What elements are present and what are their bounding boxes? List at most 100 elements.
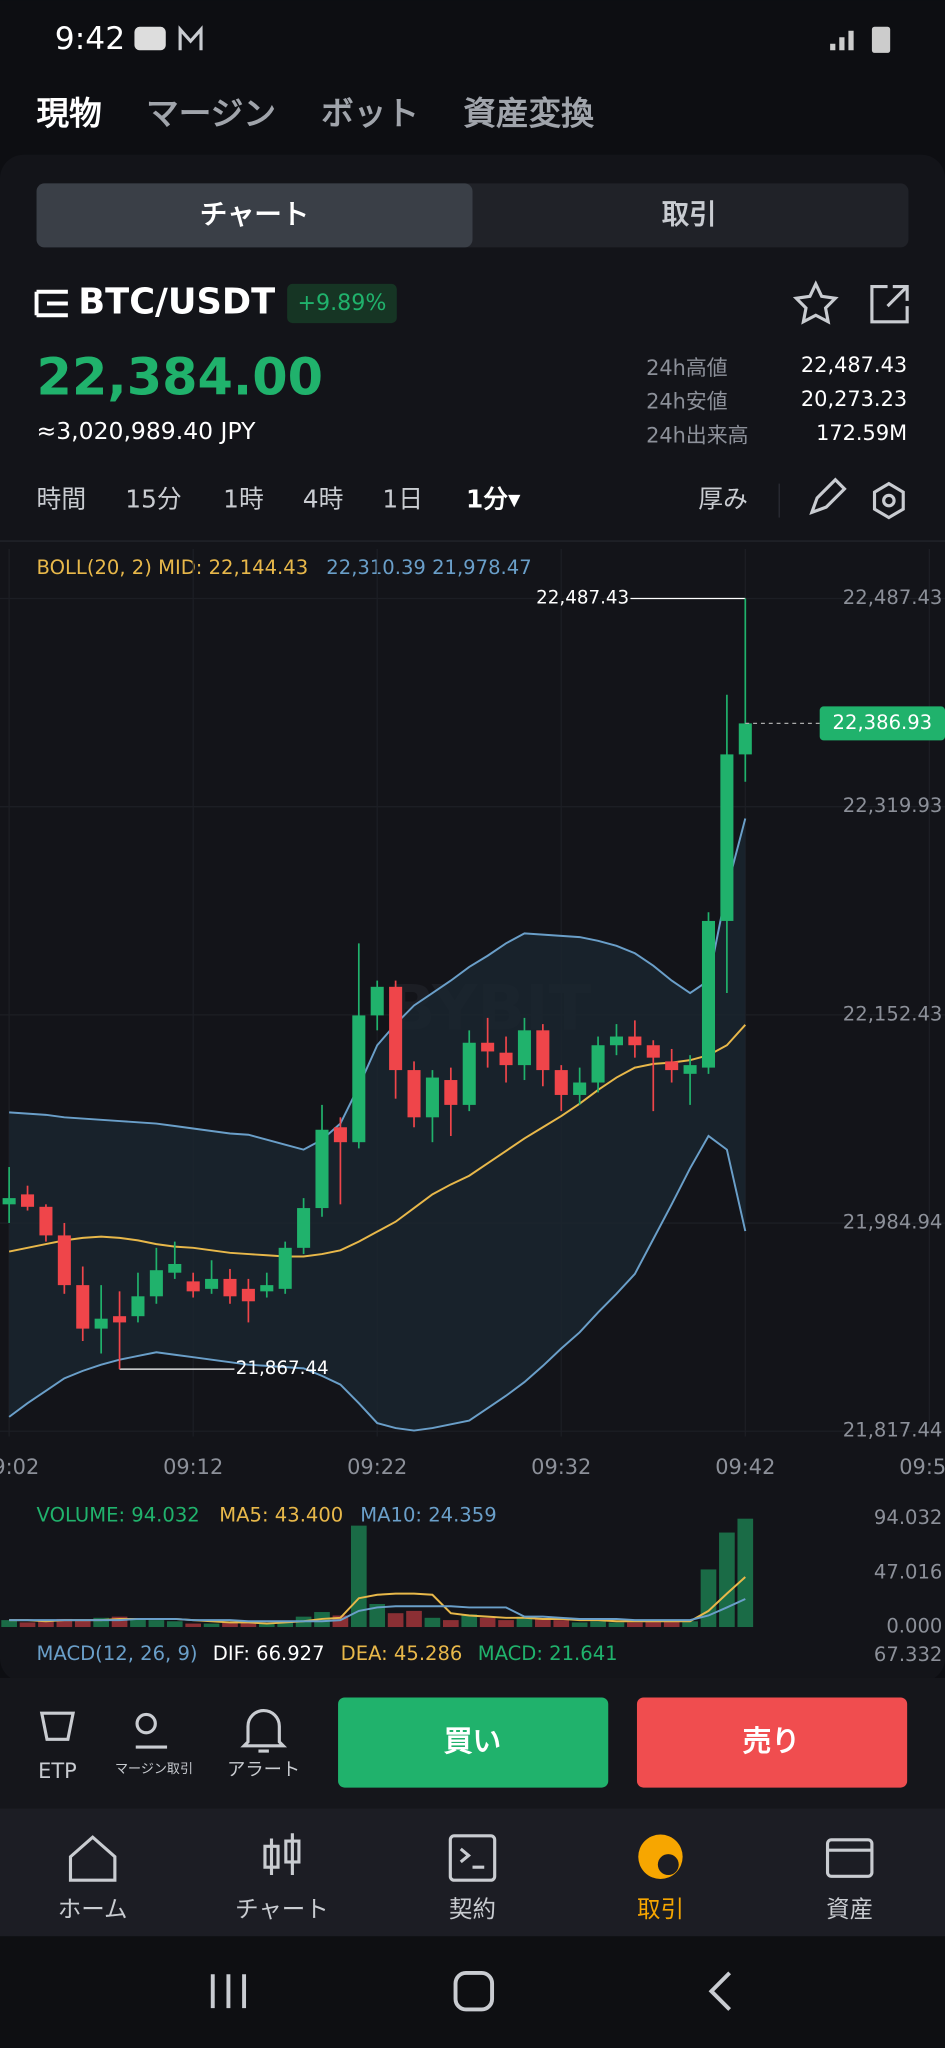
ma10-legend: MA10: 24.359 [360, 1504, 496, 1527]
sell[interactable]: 売り [743, 1724, 800, 1758]
nav-label[interactable]: 資産 [826, 1895, 873, 1923]
depth[interactable]: 厚み [698, 485, 748, 514]
candle-body [131, 1296, 145, 1317]
chart-icon[interactable] [263, 1844, 280, 1869]
candle-body [407, 1070, 421, 1118]
candle-body [683, 1065, 697, 1074]
nav-label[interactable]: ホーム [58, 1895, 128, 1923]
candle-body [223, 1278, 237, 1297]
volume-bar [590, 1621, 606, 1628]
tab[interactable]: 資産変換 [463, 95, 594, 133]
volume-bar [553, 1620, 570, 1628]
change: +9.89% [297, 290, 386, 316]
boll-mid [8, 1024, 747, 1258]
volume-bar [737, 1518, 754, 1628]
interval[interactable]: 時間 [37, 485, 87, 514]
boll-legend: BOLL(20, 2) MID: 22,144.43 [37, 556, 309, 579]
segment-button[interactable]: 取引 [662, 200, 717, 231]
nav-label[interactable]: 契約 [449, 1895, 496, 1923]
contract-icon[interactable] [448, 1834, 497, 1882]
candle-body [113, 1316, 127, 1323]
assets-icon[interactable] [825, 1838, 874, 1878]
menu-icon[interactable] [34, 289, 68, 318]
x-tick-label: 09:32 [531, 1455, 591, 1479]
interval[interactable]: 4時 [303, 485, 344, 514]
macd-legend: DIF: 66.927 [213, 1642, 325, 1665]
stat-label: 24h高値 [646, 356, 728, 380]
volume-bar [130, 1618, 146, 1628]
tab[interactable]: 現物 [37, 95, 102, 133]
price: 22,384.00 [37, 349, 324, 408]
etp[interactable]: ETP [38, 1759, 77, 1783]
interval[interactable]: 1時 [223, 485, 264, 514]
margin[interactable]: マージン取引 [115, 1762, 193, 1777]
candle-body [665, 1061, 679, 1071]
x-tick-label: 09:02 [0, 1455, 39, 1479]
candle-body [21, 1194, 35, 1207]
interval[interactable]: 1分▾ [466, 485, 521, 514]
volume-legend: VOLUME: 94.032 [37, 1504, 200, 1527]
candle-body [425, 1077, 439, 1118]
settings[interactable] [882, 493, 896, 508]
settings[interactable] [872, 481, 905, 520]
candle-body [76, 1285, 90, 1329]
volume-bar [424, 1617, 441, 1628]
home-icon[interactable] [68, 1835, 117, 1882]
interval[interactable]: 1日 [382, 485, 423, 514]
volume-bar [479, 1617, 496, 1628]
volume-bar [369, 1603, 386, 1628]
home-button[interactable] [453, 1970, 495, 2012]
segment-button[interactable]: チャート [200, 200, 309, 231]
candle-body [205, 1278, 219, 1289]
volume-bar [111, 1616, 128, 1628]
y-tick-label: 22,319.93 [843, 794, 943, 817]
buy-button[interactable] [338, 1697, 609, 1788]
clock: 9:42 [55, 21, 125, 57]
share[interactable] [870, 284, 909, 324]
candle-body [370, 986, 384, 1016]
candle-body [517, 1030, 531, 1066]
nav-label[interactable]: チャート [235, 1895, 329, 1923]
y-tick-label: 22,487.43 [843, 586, 943, 609]
draw-tool[interactable] [809, 477, 847, 515]
candle-body [149, 1270, 163, 1297]
volume-bar [222, 1622, 238, 1628]
tab[interactable]: ボット [321, 95, 419, 133]
buy[interactable]: 買い [444, 1724, 501, 1758]
candle-body [2, 1198, 16, 1205]
volume-bar [443, 1620, 459, 1628]
candle-body [186, 1281, 200, 1292]
nav-label[interactable]: 取引 [637, 1895, 684, 1923]
candle-body [720, 754, 734, 921]
candle-body [260, 1285, 274, 1292]
tab[interactable]: マージン [146, 95, 276, 133]
y-tick-label: 22,152.43 [843, 1002, 943, 1025]
candle-body [297, 1208, 311, 1248]
volume-bar [387, 1613, 404, 1628]
stat-value: 172.59M [816, 421, 907, 445]
extreme-label: 22,487.43 [536, 587, 629, 608]
etp-icon[interactable] [39, 1711, 76, 1741]
candle-body [536, 1030, 550, 1071]
system-bar [0, 1936, 945, 2048]
candle-body [278, 1247, 292, 1289]
sell-button[interactable] [636, 1697, 908, 1788]
candle-body [701, 920, 716, 1068]
back-button[interactable] [708, 1971, 732, 2011]
volume-bar [535, 1618, 551, 1628]
candle-body [57, 1235, 71, 1286]
volume-bar [38, 1621, 54, 1628]
symbol[interactable]: BTC/USDT [78, 282, 275, 323]
trade-icon[interactable] [638, 1834, 683, 1879]
recent-apps[interactable] [210, 1974, 247, 2009]
margin-icon[interactable] [135, 1712, 157, 1735]
alert[interactable]: アラート [227, 1760, 300, 1781]
alert-icon[interactable] [240, 1709, 288, 1753]
favorite[interactable] [792, 280, 839, 325]
candle-body [462, 1042, 476, 1105]
y-tick-label: 0.000 [886, 1615, 942, 1638]
volume-bar [203, 1623, 220, 1628]
y-tick-label: 21,984.94 [843, 1211, 943, 1234]
interval[interactable]: 15分 [125, 485, 181, 514]
